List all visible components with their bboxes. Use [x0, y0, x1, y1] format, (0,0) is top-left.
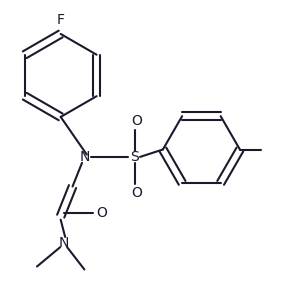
- Text: O: O: [131, 114, 142, 128]
- Text: F: F: [57, 13, 65, 27]
- Text: N: N: [59, 236, 69, 250]
- Text: N: N: [79, 150, 90, 164]
- Text: S: S: [130, 150, 139, 164]
- Text: O: O: [131, 186, 142, 200]
- Text: O: O: [96, 206, 107, 220]
